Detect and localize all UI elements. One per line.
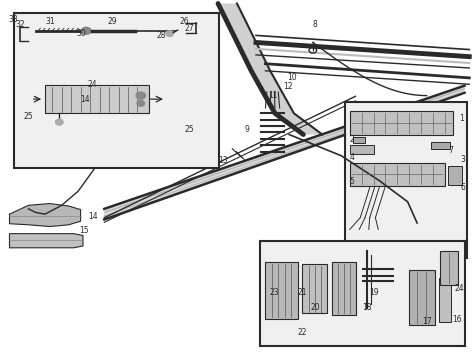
Bar: [260, 241, 465, 346]
Text: 2: 2: [349, 135, 354, 144]
Text: 6: 6: [460, 183, 465, 192]
Bar: [345, 102, 467, 258]
Bar: [45, 85, 149, 113]
Text: 9: 9: [244, 125, 249, 134]
Text: 27: 27: [185, 24, 194, 33]
Bar: [440, 251, 458, 285]
Bar: [265, 262, 298, 319]
Circle shape: [55, 119, 63, 125]
Bar: [302, 264, 327, 313]
Text: 24: 24: [455, 284, 465, 293]
Text: 29: 29: [108, 17, 118, 26]
Text: 28: 28: [156, 31, 166, 40]
Text: 11: 11: [268, 91, 277, 100]
Circle shape: [136, 92, 146, 99]
Circle shape: [82, 27, 91, 34]
Bar: [14, 13, 219, 168]
Polygon shape: [9, 234, 83, 248]
Text: 15: 15: [80, 226, 89, 235]
Text: 13: 13: [218, 155, 228, 165]
Text: 14: 14: [89, 212, 98, 221]
Text: 17: 17: [422, 317, 431, 326]
Text: 10: 10: [288, 73, 297, 82]
Polygon shape: [218, 4, 322, 135]
Circle shape: [137, 101, 145, 106]
Bar: [409, 270, 435, 325]
Text: 33: 33: [8, 15, 18, 24]
Text: 5: 5: [349, 177, 354, 186]
Text: 16: 16: [453, 315, 462, 324]
Text: 30: 30: [77, 29, 86, 38]
Polygon shape: [9, 204, 81, 227]
Bar: [439, 278, 451, 322]
Text: 8: 8: [313, 20, 318, 29]
Text: 20: 20: [310, 303, 320, 313]
Text: 18: 18: [363, 303, 372, 313]
Text: 25: 25: [24, 112, 33, 121]
Text: 21: 21: [298, 287, 307, 297]
Bar: [431, 142, 450, 149]
Text: 19: 19: [370, 287, 379, 297]
Text: 1: 1: [459, 114, 464, 123]
Bar: [350, 111, 453, 135]
Bar: [353, 137, 365, 143]
Text: 23: 23: [269, 287, 279, 297]
Text: 25: 25: [185, 125, 194, 134]
Text: 14: 14: [80, 95, 90, 104]
Text: 31: 31: [45, 17, 55, 26]
Circle shape: [166, 31, 173, 36]
Bar: [332, 262, 356, 315]
Bar: [350, 145, 374, 154]
Bar: [448, 166, 462, 185]
Text: 26: 26: [179, 17, 189, 26]
Text: 7: 7: [448, 146, 453, 155]
Text: 12: 12: [283, 82, 293, 91]
Text: 32: 32: [15, 20, 25, 29]
Bar: [350, 163, 445, 186]
Text: 3: 3: [460, 155, 465, 164]
Text: 22: 22: [298, 328, 307, 337]
Text: 24: 24: [88, 80, 97, 90]
Polygon shape: [104, 86, 465, 219]
Text: 4: 4: [349, 153, 354, 162]
